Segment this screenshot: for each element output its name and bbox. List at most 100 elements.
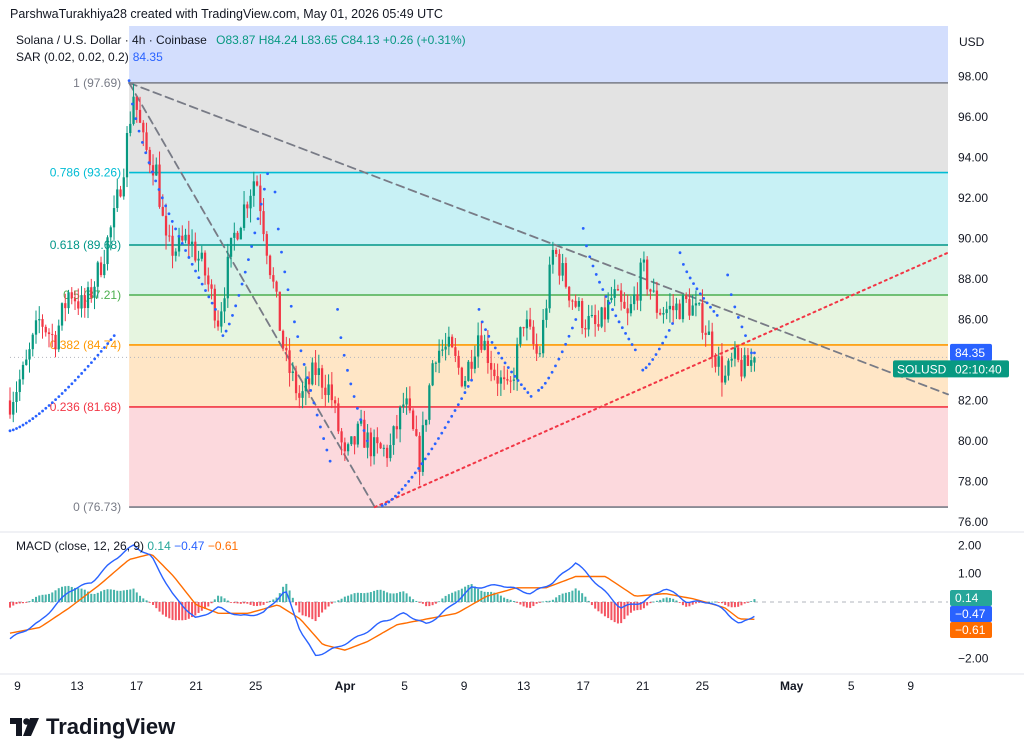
sar-dot [705,301,709,305]
price-axis[interactable]: 76.0078.0080.0082.0084.0086.0088.0090.00… [893,70,1009,529]
sar-dot [154,179,158,183]
candle-body [64,303,67,309]
sar-dot [641,368,645,372]
macd-histogram-bar [298,602,301,613]
candle-body [727,360,730,376]
sar-dot [140,140,144,144]
macd-histogram-bar [135,592,138,602]
macd-histogram-bar [408,596,411,602]
sar-dot [147,161,151,164]
candle-body [431,363,434,386]
macd-histogram-bar [366,592,369,602]
candle-body [298,393,301,398]
candle-body [720,356,724,383]
candle-body [665,309,668,314]
sar-dot [76,375,80,379]
candle-body [197,258,200,261]
candle-body [119,189,122,197]
candle-body [688,299,691,316]
candle-body [236,232,239,240]
sar-dot [692,282,695,285]
time-axis[interactable]: 9 13 17 21 25 Apr 5 9 13 17 21 25 May 5 9 [0,673,1024,693]
macd-histogram-bar [529,602,532,608]
sar-legend[interactable]: SAR (0.02, 0.02, 0.2) 84.35 [16,50,163,64]
sar-dot [688,276,692,280]
sar-dot [134,117,138,121]
macd-histogram-bar [746,602,749,603]
candle-body [519,327,522,345]
macd-histogram-bar [9,602,11,608]
sar-dot [540,386,544,389]
sar-dot [695,287,699,291]
sar-dot [657,347,661,351]
macd-histogram-bar [168,602,171,619]
macd-histogram-bar [737,602,740,607]
sar-dot [611,308,614,311]
macd-histogram-bar [503,597,506,602]
price-tick-label: 76.00 [958,515,988,529]
candle-body [307,378,311,385]
candle-body [577,301,581,307]
sar-dot [647,362,651,366]
candle-body [353,436,356,445]
sar-dot [273,190,277,194]
sar-dot [443,426,447,430]
candle-body [750,360,753,366]
macd-histogram-bar [711,601,714,603]
macd-histogram-bar [249,602,252,605]
candle-body [164,215,168,236]
candle-body [545,308,548,320]
macd-histogram-bar [753,599,756,602]
sar-dot [11,428,15,432]
candle-body [132,96,135,124]
sar-dot [221,334,225,338]
price-tick-label: 98.00 [958,70,988,84]
candle-body [571,300,574,302]
trend-lines [128,81,949,509]
candle-body [470,361,473,369]
sar-dot [180,242,184,245]
candle-body [379,443,382,449]
macd-histogram-bar [171,602,174,620]
sar-dot [47,404,51,407]
macd-histogram-bar [239,602,242,604]
macd-histogram-bar [421,602,424,604]
macd-histogram-bar [499,595,502,602]
currency-label[interactable]: USD [959,35,985,49]
candle-body [125,133,129,178]
sar-dot [397,491,401,495]
macd-histogram-bar [340,598,343,602]
macd-legend[interactable]: MACD (close, 12, 26, 9) 0.14 −0.47 −0.61 [16,539,238,553]
sar-dot [384,502,387,506]
candle-body [450,336,454,348]
sar-dot [18,425,22,429]
sar-dot [654,353,658,356]
candle-body [220,311,223,327]
sar-dot [8,429,12,433]
candle-body [21,364,25,380]
symbol-legend[interactable]: Solana / U.S. Dollar · 4h · Coinbase O83… [16,33,466,47]
candle-body [434,362,437,364]
candle-body [724,375,727,383]
macd-histogram-bar [155,602,158,609]
sar-dot [54,398,57,402]
sar-dot [262,187,266,191]
macd-histogram-bar [187,602,190,619]
candle-body [613,289,616,298]
sar-dot [160,196,164,200]
macd-histogram-bar [165,602,168,617]
candle-body [607,300,610,320]
candle-body [743,355,746,377]
macd-histogram-bar [633,602,636,611]
sar-dot [86,364,90,368]
sar-dot [227,322,231,326]
fib-level-label: 0.786 (93.26) [50,166,121,180]
macd-histogram-bar [451,592,454,602]
sar-dot [420,462,424,466]
macd-histogram-bar [54,590,57,602]
sar-dot [585,244,588,248]
macd-histogram-bar [512,600,515,602]
macd-histogram-bar [369,592,372,602]
candle-body [213,288,216,321]
macd-line [9,544,755,657]
